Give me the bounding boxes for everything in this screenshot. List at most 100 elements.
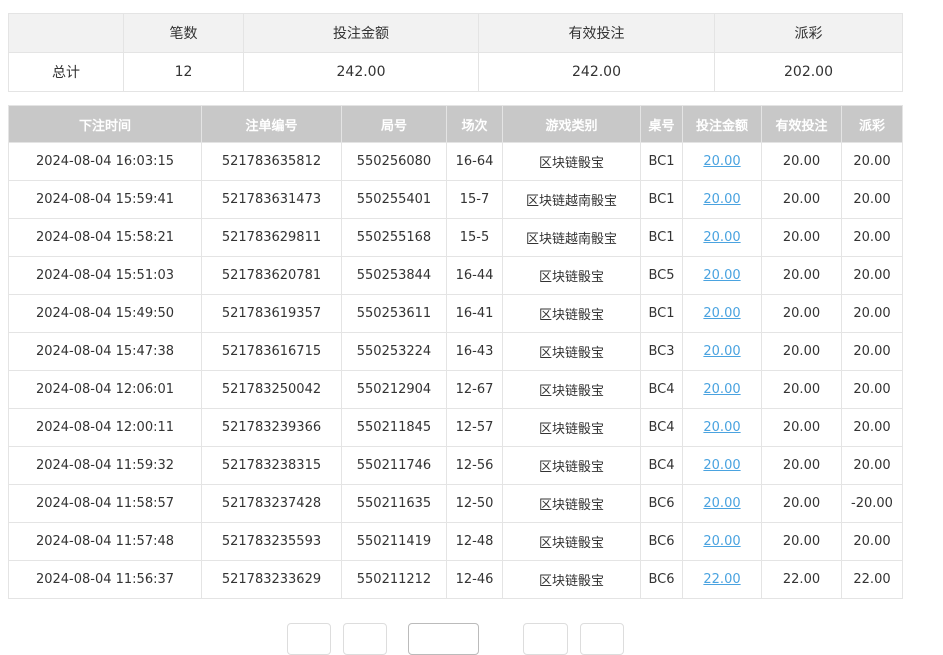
cell-table-id: BC1	[640, 218, 683, 257]
table-row: 2024-08-04 15:51:03 521783620781 550253844…	[8, 256, 903, 295]
header-order-id: 注单编号	[201, 105, 342, 143]
summary-header-row: 笔数 投注金额 有效投注 派彩	[8, 13, 903, 53]
cell-round-id: 550253611	[341, 294, 447, 333]
cell-bet-time: 2024-08-04 11:59:32	[8, 446, 202, 485]
cell-game-type: 区块链骰宝	[502, 142, 641, 181]
pager-last-button[interactable]	[580, 623, 624, 655]
table-row: 2024-08-04 15:58:21 521783629811 550255168…	[8, 218, 903, 257]
summary-header-blank	[8, 13, 124, 53]
bet-amount-link[interactable]: 20.00	[703, 496, 741, 511]
summary-total-row: 总计 12 242.00 242.00 202.00	[8, 52, 903, 92]
cell-table-id: BC6	[640, 560, 683, 599]
cell-table-id: BC4	[640, 446, 683, 485]
cell-order-id: 521783239366	[201, 408, 342, 447]
cell-bet-time: 2024-08-04 12:06:01	[8, 370, 202, 409]
cell-valid-bet: 20.00	[761, 408, 842, 447]
cell-bet-amount: 20.00	[682, 446, 762, 485]
cell-table-id: BC4	[640, 370, 683, 409]
cell-table-id: BC6	[640, 522, 683, 561]
cell-session: 16-41	[446, 294, 503, 333]
pager-next-button[interactable]	[523, 623, 568, 655]
cell-session: 15-7	[446, 180, 503, 219]
cell-bet-time: 2024-08-04 12:00:11	[8, 408, 202, 447]
cell-game-type: 区块链骰宝	[502, 446, 641, 485]
bets-table: 下注时间 注单编号 局号 场次 游戏类别 桌号 投注金额 有效投注 派彩 2024-08-04 …	[8, 105, 903, 599]
header-valid-bet: 有效投注	[761, 105, 842, 143]
cell-round-id: 550211419	[341, 522, 447, 561]
cell-bet-amount: 20.00	[682, 408, 762, 447]
cell-payout: 20.00	[841, 256, 903, 295]
cell-payout: -20.00	[841, 484, 903, 523]
header-bet-time: 下注时间	[8, 105, 202, 143]
cell-bet-time: 2024-08-04 15:51:03	[8, 256, 202, 295]
cell-game-type: 区块链越南骰宝	[502, 180, 641, 219]
cell-table-id: BC1	[640, 180, 683, 219]
bet-amount-link[interactable]: 20.00	[703, 382, 741, 397]
cell-order-id: 521783616715	[201, 332, 342, 371]
cell-round-id: 550211746	[341, 446, 447, 485]
summary-total-payout: 202.00	[714, 52, 903, 92]
cell-round-id: 550256080	[341, 142, 447, 181]
cell-game-type: 区块链骰宝	[502, 484, 641, 523]
summary-total-valid-bet: 242.00	[478, 52, 715, 92]
cell-table-id: BC6	[640, 484, 683, 523]
pager-prev-button[interactable]	[343, 623, 387, 655]
cell-game-type: 区块链骰宝	[502, 332, 641, 371]
cell-bet-time: 2024-08-04 11:57:48	[8, 522, 202, 561]
summary-total-count: 12	[123, 52, 244, 92]
cell-payout: 20.00	[841, 522, 903, 561]
cell-valid-bet: 20.00	[761, 484, 842, 523]
cell-valid-bet: 22.00	[761, 560, 842, 599]
bet-amount-link[interactable]: 20.00	[703, 230, 741, 245]
bet-amount-link[interactable]: 20.00	[703, 420, 741, 435]
header-round-id: 局号	[341, 105, 447, 143]
cell-round-id: 550255168	[341, 218, 447, 257]
cell-bet-amount: 20.00	[682, 294, 762, 333]
cell-session: 16-43	[446, 332, 503, 371]
summary-header-valid-bet: 有效投注	[478, 13, 715, 53]
cell-valid-bet: 20.00	[761, 180, 842, 219]
table-row: 2024-08-04 11:58:57 521783237428 550211635…	[8, 484, 903, 523]
bet-amount-link[interactable]: 20.00	[703, 268, 741, 283]
summary-header-bet-amount: 投注金额	[243, 13, 479, 53]
cell-bet-amount: 20.00	[682, 142, 762, 181]
cell-valid-bet: 20.00	[761, 218, 842, 257]
cell-bet-time: 2024-08-04 11:56:37	[8, 560, 202, 599]
pager-first-button[interactable]	[287, 623, 331, 655]
bet-amount-link[interactable]: 20.00	[703, 154, 741, 169]
cell-round-id: 550211845	[341, 408, 447, 447]
bet-amount-link[interactable]: 20.00	[703, 534, 741, 549]
cell-order-id: 521783620781	[201, 256, 342, 295]
cell-round-id: 550255401	[341, 180, 447, 219]
bet-amount-link[interactable]: 20.00	[703, 344, 741, 359]
header-payout: 派彩	[841, 105, 903, 143]
summary-total-label: 总计	[8, 52, 124, 92]
cell-payout: 20.00	[841, 294, 903, 333]
cell-session: 12-48	[446, 522, 503, 561]
cell-bet-time: 2024-08-04 15:47:38	[8, 332, 202, 371]
summary-header-payout: 派彩	[714, 13, 903, 53]
cell-order-id: 521783233629	[201, 560, 342, 599]
table-row: 2024-08-04 15:47:38 521783616715 550253224…	[8, 332, 903, 371]
table-row: 2024-08-04 12:06:01 521783250042 550212904…	[8, 370, 903, 409]
table-row: 2024-08-04 11:59:32 521783238315 550211746…	[8, 446, 903, 485]
table-row: 2024-08-04 15:49:50 521783619357 550253611…	[8, 294, 903, 333]
cell-bet-time: 2024-08-04 15:58:21	[8, 218, 202, 257]
table-row: 2024-08-04 12:00:11 521783239366 550211845…	[8, 408, 903, 447]
cell-order-id: 521783235593	[201, 522, 342, 561]
cell-payout: 20.00	[841, 408, 903, 447]
summary-table: 笔数 投注金额 有效投注 派彩 总计 12 242.00 242.00 202.…	[8, 13, 903, 92]
bet-amount-link[interactable]: 22.00	[703, 572, 741, 587]
cell-bet-time: 2024-08-04 11:58:57	[8, 484, 202, 523]
cell-table-id: BC1	[640, 142, 683, 181]
bet-amount-link[interactable]: 20.00	[703, 192, 741, 207]
bet-amount-link[interactable]: 20.00	[703, 458, 741, 473]
cell-payout: 20.00	[841, 332, 903, 371]
cell-bet-amount: 20.00	[682, 256, 762, 295]
pager-page-input[interactable]	[408, 623, 479, 655]
bet-amount-link[interactable]: 20.00	[703, 306, 741, 321]
cell-game-type: 区块链骰宝	[502, 256, 641, 295]
cell-table-id: BC1	[640, 294, 683, 333]
cell-bet-amount: 20.00	[682, 484, 762, 523]
cell-valid-bet: 20.00	[761, 370, 842, 409]
